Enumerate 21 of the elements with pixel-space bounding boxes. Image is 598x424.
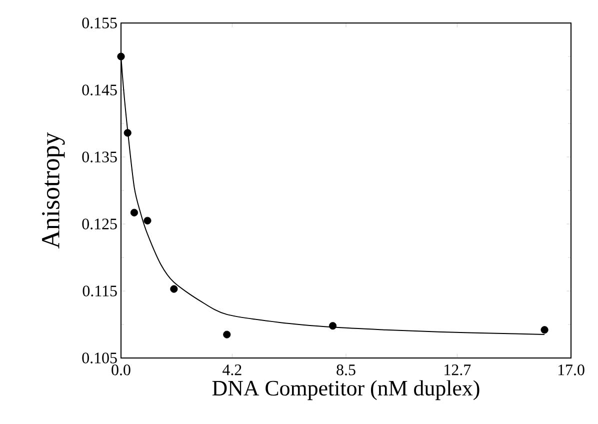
y-tick-label: 0.125 <box>82 218 117 230</box>
y-tick-label: 0.145 <box>82 84 117 96</box>
point <box>540 326 548 334</box>
x-tick-label: 4.2 <box>222 364 242 376</box>
y-tick-label: 0.105 <box>82 352 117 364</box>
point <box>144 216 152 224</box>
y-tick-label: 0.115 <box>82 286 117 296</box>
point <box>328 322 337 330</box>
y-axis-title: Anisotropy <box>42 132 65 249</box>
point <box>223 330 231 338</box>
y-tick-label: 0.155 <box>82 18 117 28</box>
point <box>124 129 132 137</box>
x-tick-label: 12.7 <box>444 364 471 376</box>
point <box>170 285 178 293</box>
y-tick-label: 0.135 <box>82 152 117 162</box>
x-axis-title: DNA Competitor (nM duplex) <box>212 380 480 400</box>
point <box>130 208 138 216</box>
x-tick-label: 17.0 <box>558 364 584 376</box>
x-tick-label: 0.0 <box>112 364 130 376</box>
point <box>117 52 125 60</box>
x-tick-label: 8.5 <box>336 364 356 376</box>
